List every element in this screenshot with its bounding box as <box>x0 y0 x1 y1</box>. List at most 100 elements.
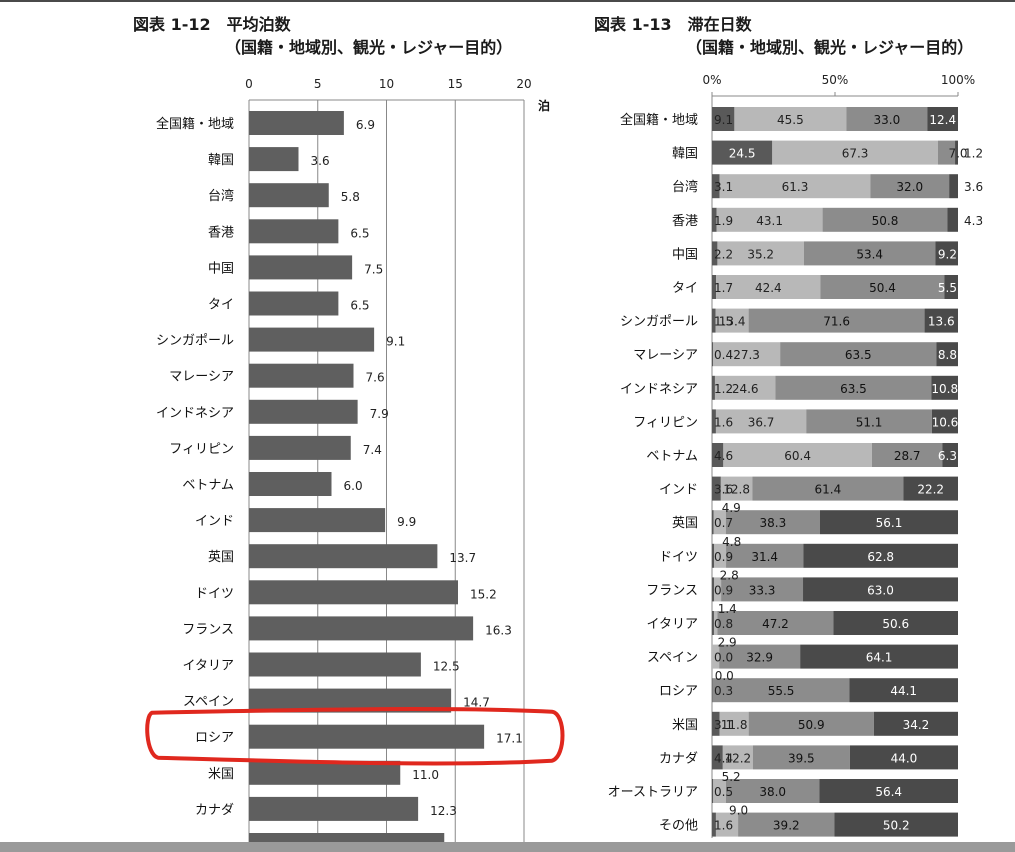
data-label: 7.4 <box>363 443 382 457</box>
segment <box>937 140 956 165</box>
segment-label: 4.3 <box>964 214 983 228</box>
right-chart-title-line2: （国籍・地域別、観光・レジャー目的） <box>686 38 974 57</box>
bar <box>249 327 375 352</box>
unit-label: 泊 <box>538 98 550 113</box>
segment <box>947 207 958 232</box>
segment <box>803 543 958 568</box>
x-tick-label: 15 <box>448 77 463 91</box>
segment <box>819 510 958 535</box>
segment <box>903 476 958 501</box>
segment-label: 36.7 <box>748 415 775 429</box>
data-label: 13.7 <box>449 551 476 565</box>
top-border <box>0 0 1015 2</box>
category-label: タイ <box>672 281 698 296</box>
segment <box>722 745 753 770</box>
segment <box>715 812 739 837</box>
bar <box>249 796 419 821</box>
segment-label: 1.5 <box>714 315 733 329</box>
segment-label: 3.6 <box>964 180 983 194</box>
bar <box>249 183 329 208</box>
segment-label: 4.8 <box>722 535 741 549</box>
segment <box>846 107 928 131</box>
category-label: 韓国 <box>208 153 234 168</box>
segment <box>715 409 807 434</box>
segment <box>719 711 749 736</box>
data-label: 11.0 <box>412 768 439 782</box>
category-label: シンガポール <box>156 334 234 349</box>
category-label: 台湾 <box>208 188 234 204</box>
data-label: 7.5 <box>364 262 383 276</box>
segment <box>780 342 937 367</box>
segment <box>752 745 850 770</box>
segment <box>712 241 718 266</box>
segment <box>924 308 958 333</box>
segment-label: 61.4 <box>815 483 842 497</box>
segment-label: 44.0 <box>891 751 918 765</box>
segment-label: 4.6 <box>714 449 733 463</box>
segment-label: 28.7 <box>894 449 921 463</box>
segment <box>833 611 958 635</box>
segment-label: 3.1 <box>714 180 733 194</box>
segment <box>822 207 948 232</box>
category-label: イタリア <box>183 659 234 674</box>
segment <box>800 644 958 669</box>
segment <box>712 207 717 232</box>
category-label: その他 <box>659 819 698 834</box>
segment <box>712 375 715 400</box>
segment-label: 0.9 <box>714 550 733 564</box>
segment-label: 34.2 <box>903 718 930 732</box>
category-label: スペイン <box>183 695 234 710</box>
bar <box>249 724 485 749</box>
segment <box>873 711 958 736</box>
data-label: 14.7 <box>463 696 490 710</box>
category-label: 米国 <box>208 767 234 782</box>
segment-label: 71.6 <box>823 315 850 329</box>
segment-label: 55.5 <box>768 684 795 698</box>
category-label: 中国 <box>208 261 234 276</box>
category-label: 英国 <box>672 516 698 531</box>
segment-label: 10.8 <box>931 382 958 396</box>
segment-label: 60.4 <box>784 449 811 463</box>
segment-label: 11.8 <box>721 718 748 732</box>
x-tick-label: 10 <box>379 77 394 91</box>
segment-label: 0.0 <box>715 669 734 683</box>
segment-label: 0.5 <box>714 785 733 799</box>
segment <box>712 409 716 434</box>
segment <box>931 409 958 434</box>
segment <box>748 711 874 736</box>
segment-label: 3.6 <box>714 483 733 497</box>
segment-label: 24.5 <box>729 147 756 161</box>
segment <box>849 678 958 703</box>
category-label: ロシア <box>195 731 234 746</box>
segment-label: 50.6 <box>882 617 909 631</box>
bar <box>249 147 299 172</box>
segment-label: 3.1 <box>714 718 733 732</box>
segment <box>949 174 958 199</box>
category-label: 台湾 <box>672 179 698 195</box>
segment <box>717 611 834 635</box>
right-chart-title-line1: 図表 1-13 滞在日数 <box>594 15 752 34</box>
category-label: ベトナム <box>646 449 698 464</box>
segment-label: 27.3 <box>733 348 760 362</box>
segment-label: 50.4 <box>869 281 896 295</box>
data-label: 6.5 <box>350 299 369 313</box>
category-label: 米国 <box>672 718 698 733</box>
category-label: 全国籍・地域 <box>156 116 234 132</box>
segment <box>927 107 958 131</box>
data-label: 6.9 <box>356 118 375 132</box>
segment-label: 6.3 <box>938 449 957 463</box>
data-label: 6.5 <box>350 226 369 240</box>
segment <box>719 644 801 669</box>
x-tick-label: 50% <box>822 73 849 87</box>
bar <box>249 652 421 677</box>
segment <box>712 342 713 367</box>
segment <box>712 644 720 669</box>
segment <box>775 375 932 400</box>
segment <box>712 745 723 770</box>
category-label: カナダ <box>195 803 234 818</box>
bar <box>249 435 351 460</box>
segment-label: 35.2 <box>747 247 774 261</box>
segment-label: 0.4 <box>714 348 733 362</box>
category-label: オーストラリア <box>608 785 698 800</box>
segment <box>713 779 727 803</box>
